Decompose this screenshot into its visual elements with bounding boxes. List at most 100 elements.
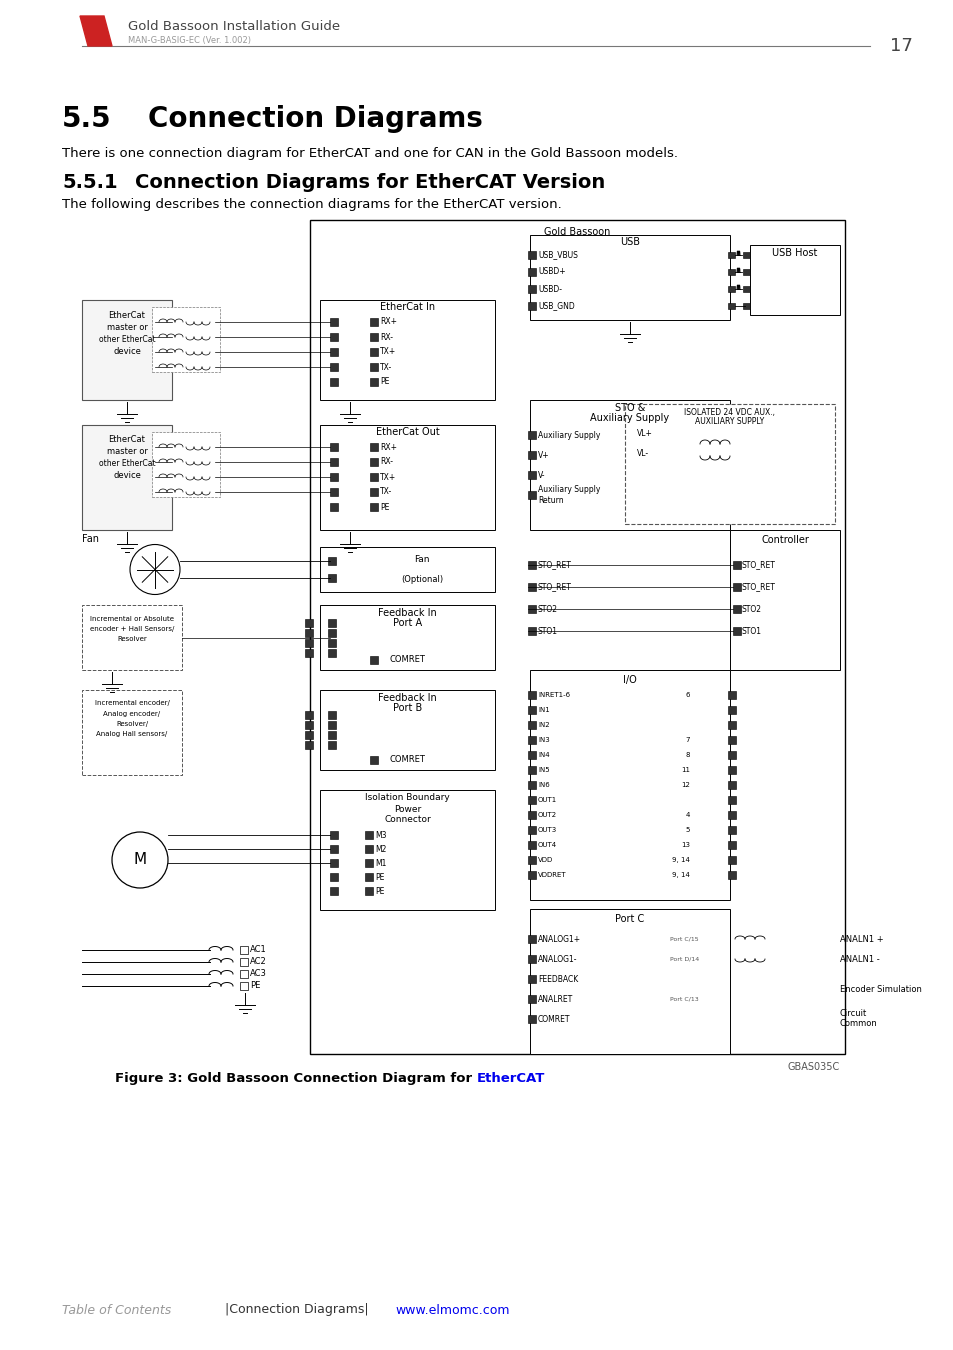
Text: COMRET: COMRET	[389, 656, 425, 664]
Text: Port C: Port C	[615, 914, 644, 923]
Bar	[727, 856, 735, 864]
Bar	[330, 458, 337, 466]
Text: There is one connection diagram for EtherCAT and one for CAN in the Gold Bassoon: There is one connection diagram for Ethe…	[62, 147, 678, 161]
Text: Connector: Connector	[384, 815, 431, 825]
Bar	[530, 670, 729, 900]
Bar	[330, 887, 337, 895]
Text: 7: 7	[685, 737, 689, 742]
Text: USBD-: USBD-	[537, 285, 561, 293]
Bar	[732, 562, 740, 568]
Text: IN1: IN1	[537, 707, 549, 713]
Bar	[527, 605, 536, 613]
Bar	[305, 618, 313, 626]
Bar	[527, 691, 536, 699]
Text: VDDRET: VDDRET	[537, 872, 566, 878]
Bar	[319, 605, 495, 670]
Text: TX+: TX+	[379, 347, 395, 356]
Text: RX-: RX-	[379, 332, 393, 342]
Bar	[328, 629, 335, 636]
Text: Gold Bassoon Installation Guide: Gold Bassoon Installation Guide	[128, 19, 340, 32]
Bar	[527, 765, 536, 774]
Text: Connection Diagrams for EtherCAT Version: Connection Diagrams for EtherCAT Version	[135, 173, 604, 192]
Text: Fan: Fan	[82, 535, 99, 544]
Text: TX+: TX+	[379, 472, 395, 482]
Bar	[365, 887, 373, 895]
Text: Feedback In: Feedback In	[377, 693, 436, 703]
Bar	[527, 975, 536, 983]
Bar	[727, 269, 734, 275]
Bar	[319, 425, 495, 531]
Bar	[328, 648, 335, 656]
Bar	[527, 626, 536, 634]
Text: IN5: IN5	[537, 767, 549, 774]
Text: Auxiliary Supply: Auxiliary Supply	[537, 431, 599, 440]
Bar	[330, 873, 337, 882]
Bar	[370, 348, 377, 356]
Text: EtherCAT: EtherCAT	[476, 1072, 545, 1085]
Bar	[152, 432, 220, 497]
Text: 13: 13	[680, 842, 689, 848]
Bar	[727, 302, 734, 309]
Bar	[305, 741, 313, 749]
Bar	[749, 244, 840, 315]
Text: AUXILIARY SUPPLY: AUXILIARY SUPPLY	[695, 417, 763, 427]
Bar	[527, 811, 536, 819]
Bar	[240, 971, 248, 977]
Text: STO_RET: STO_RET	[537, 582, 571, 591]
Bar	[527, 562, 536, 568]
Bar	[527, 751, 536, 759]
Text: 5.5.1: 5.5.1	[62, 173, 117, 192]
Text: PE: PE	[379, 502, 389, 512]
Bar	[530, 400, 729, 531]
Text: MAN-G-BASIG-EC (Ver. 1.002): MAN-G-BASIG-EC (Ver. 1.002)	[128, 35, 251, 45]
Bar	[330, 378, 337, 386]
Bar	[527, 871, 536, 879]
Text: Port B: Port B	[393, 703, 421, 713]
Bar	[330, 487, 337, 495]
Bar	[305, 648, 313, 656]
Bar	[527, 251, 536, 259]
Text: Figure 3: Gold Bassoon Connection Diagram for: Figure 3: Gold Bassoon Connection Diagra…	[115, 1072, 476, 1085]
Bar	[527, 491, 536, 500]
Bar	[732, 626, 740, 634]
Bar	[330, 845, 337, 853]
Text: M1: M1	[375, 859, 386, 868]
Bar	[727, 252, 734, 258]
Bar	[319, 547, 495, 593]
Bar	[527, 721, 536, 729]
Text: EtherCat Out: EtherCat Out	[375, 427, 439, 437]
Bar	[527, 736, 536, 744]
Bar	[727, 782, 735, 788]
Bar	[527, 841, 536, 849]
Bar	[370, 333, 377, 342]
Text: 5.5: 5.5	[62, 105, 112, 134]
Polygon shape	[82, 20, 110, 42]
Bar	[305, 639, 313, 647]
Text: Auxiliary Supply: Auxiliary Supply	[590, 413, 669, 423]
Bar	[527, 302, 536, 311]
Bar	[527, 451, 536, 459]
Text: STO_RET: STO_RET	[741, 582, 775, 591]
Bar	[742, 252, 749, 258]
Text: AC3: AC3	[250, 969, 267, 979]
Bar	[370, 319, 377, 325]
Text: Port C/13: Port C/13	[669, 996, 698, 1002]
Text: IN3: IN3	[537, 737, 549, 742]
Text: EtherCat In: EtherCat In	[379, 302, 435, 312]
Text: VDD: VDD	[537, 857, 553, 863]
Text: STO &: STO &	[614, 404, 644, 413]
Text: Fan: Fan	[414, 555, 429, 563]
Bar	[727, 736, 735, 744]
Text: Table of Contents: Table of Contents	[62, 1304, 172, 1316]
Bar	[319, 690, 495, 770]
Text: Analog Hall sensors/: Analog Hall sensors/	[96, 730, 168, 737]
Bar	[727, 796, 735, 805]
Bar	[527, 796, 536, 805]
Text: TX-: TX-	[379, 487, 392, 497]
Text: Port A: Port A	[393, 618, 421, 628]
Text: PE: PE	[379, 378, 389, 386]
Bar	[742, 286, 749, 292]
Bar	[365, 832, 373, 838]
Text: Gold Bassoon: Gold Bassoon	[544, 227, 610, 238]
Bar	[527, 583, 536, 591]
